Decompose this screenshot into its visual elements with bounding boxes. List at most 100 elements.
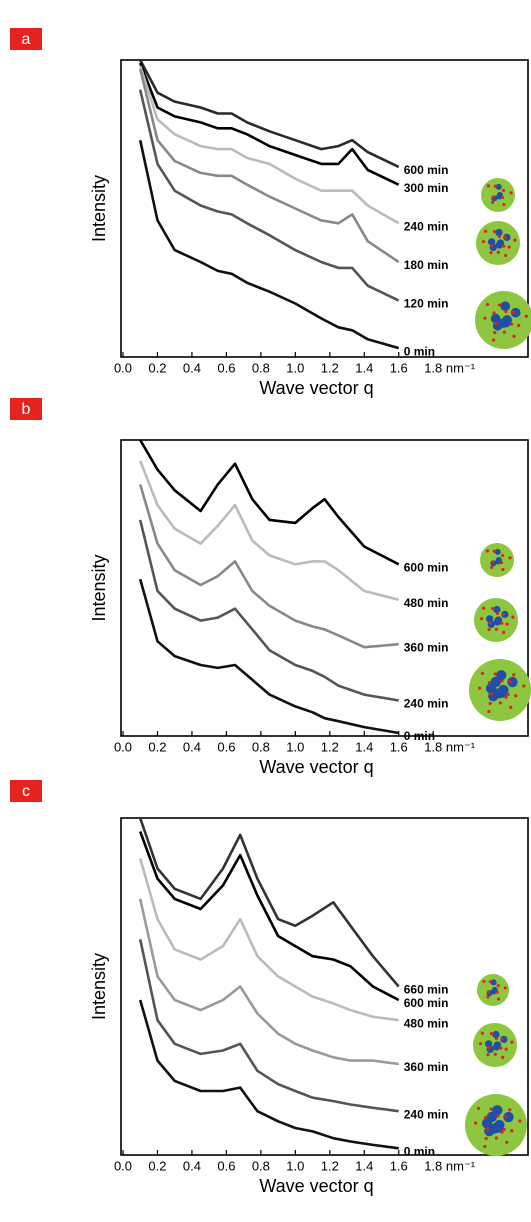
schematic-dot bbox=[480, 1031, 485, 1035]
schematic-dot bbox=[489, 692, 494, 696]
schematic-dot bbox=[487, 709, 491, 714]
schematic-dot bbox=[490, 560, 494, 564]
x-tick-label: 1.2 bbox=[321, 1158, 339, 1173]
schematic-dot bbox=[510, 1040, 514, 1044]
schematic-core bbox=[493, 688, 505, 699]
data-line bbox=[138, 65, 400, 225]
x-tick-label: 0.0 bbox=[114, 360, 132, 375]
x-tick-label: 0.4 bbox=[183, 1158, 201, 1173]
panel-label: a bbox=[22, 31, 31, 48]
data-line bbox=[138, 68, 400, 264]
schematic-core bbox=[490, 313, 501, 324]
schematic-dot bbox=[496, 997, 501, 1001]
schematic-core bbox=[495, 183, 502, 190]
schematic-core bbox=[490, 676, 501, 688]
schematic-dot bbox=[483, 229, 488, 233]
schematic-dot bbox=[499, 1046, 503, 1050]
x-tick-label: 1.2 bbox=[321, 739, 339, 754]
schematic-dot bbox=[489, 251, 493, 255]
x-tick-label: 0.6 bbox=[217, 360, 235, 375]
schematic-dot bbox=[502, 202, 506, 207]
schematic-dot bbox=[485, 1127, 490, 1131]
schematic-dot bbox=[494, 321, 498, 326]
schematic-dot bbox=[484, 1136, 488, 1141]
schematic-core bbox=[496, 193, 503, 200]
x-tick-label: 1.8 nm⁻¹ bbox=[424, 1158, 476, 1173]
series-label: 600 min bbox=[404, 560, 449, 574]
schematic-dot bbox=[474, 1121, 478, 1125]
series-label: 360 min bbox=[404, 640, 449, 654]
schematic-dot bbox=[483, 1144, 487, 1149]
schematic-dot bbox=[496, 250, 500, 254]
panel-label-box bbox=[10, 780, 42, 802]
x-tick-label: 1.2 bbox=[321, 360, 339, 375]
data-line bbox=[138, 898, 399, 1066]
schematic-dot bbox=[492, 230, 497, 234]
schematic-dot bbox=[501, 567, 505, 572]
data-line bbox=[138, 817, 400, 988]
schematic-dot bbox=[496, 984, 500, 988]
x-tick-label: 1.8 nm⁻¹ bbox=[424, 360, 476, 375]
schematic-core bbox=[495, 558, 502, 565]
x-tick-label: 0.2 bbox=[148, 1158, 166, 1173]
schematic-core bbox=[492, 1043, 501, 1051]
x-tick-label: 0.8 bbox=[252, 360, 270, 375]
schematic-core bbox=[490, 979, 497, 986]
schematic-core bbox=[500, 1035, 508, 1044]
data-line bbox=[138, 939, 399, 1113]
schematic-dot bbox=[486, 1053, 490, 1057]
schematic-dot bbox=[513, 238, 517, 242]
x-axis-title: Wave vector q bbox=[259, 1176, 373, 1196]
schematic-dot bbox=[503, 235, 507, 239]
schematic-dot bbox=[495, 990, 499, 994]
data-line bbox=[138, 89, 400, 302]
schematic-dot bbox=[506, 692, 510, 697]
x-tick-label: 0.6 bbox=[217, 1158, 235, 1173]
schematic-dot bbox=[485, 302, 490, 307]
schematic-core bbox=[486, 1111, 497, 1123]
y-axis-title: Intensity bbox=[89, 175, 109, 242]
schematic-dot bbox=[488, 701, 492, 706]
schematic-dot bbox=[512, 334, 516, 338]
schematic-dot bbox=[478, 1042, 483, 1046]
x-tick-label: 0.8 bbox=[252, 739, 270, 754]
series-label: 0 min bbox=[404, 729, 435, 743]
schematic-dot bbox=[508, 680, 512, 684]
schematic-dot bbox=[510, 1129, 514, 1133]
x-tick-label: 1.0 bbox=[286, 360, 304, 375]
series-label: 360 min bbox=[404, 1060, 449, 1074]
x-tick-label: 1.4 bbox=[355, 1158, 373, 1173]
schematic-dot bbox=[494, 627, 498, 631]
data-line bbox=[139, 439, 400, 566]
series-label: 660 min bbox=[404, 983, 449, 997]
x-tick-label: 0.0 bbox=[114, 739, 132, 754]
schematic-core bbox=[493, 605, 501, 614]
x-tick-label: 1.4 bbox=[355, 739, 373, 754]
x-axis-title: Wave vector q bbox=[259, 378, 373, 398]
x-tick-label: 1.8 nm⁻¹ bbox=[424, 739, 476, 754]
panel-label: c bbox=[22, 783, 30, 800]
schematic-dot bbox=[505, 622, 509, 626]
schematic-dot bbox=[508, 556, 512, 560]
schematic-dot bbox=[478, 686, 482, 690]
x-tick-label: 1.6 bbox=[390, 1158, 408, 1173]
schematic-dot bbox=[490, 200, 495, 205]
data-line bbox=[138, 519, 399, 702]
schematic-dot bbox=[500, 621, 504, 625]
schematic-core bbox=[503, 233, 511, 242]
schematic-dot bbox=[498, 701, 503, 705]
schematic-dot bbox=[500, 679, 504, 683]
series-label: 0 min bbox=[404, 344, 435, 358]
schematic-dot bbox=[481, 240, 486, 244]
panel-label: b bbox=[22, 401, 31, 418]
x-tick-label: 1.6 bbox=[390, 360, 408, 375]
schematic-dot bbox=[493, 184, 497, 188]
series-label: 180 min bbox=[404, 258, 449, 272]
data-line bbox=[138, 858, 399, 1022]
schematic-dot bbox=[509, 191, 513, 195]
schematic-dot bbox=[503, 986, 507, 990]
schematic-dot bbox=[500, 553, 505, 558]
schematic-dot bbox=[524, 314, 528, 318]
plot-frame bbox=[120, 817, 529, 1156]
series-label: 0 min bbox=[404, 1144, 435, 1158]
